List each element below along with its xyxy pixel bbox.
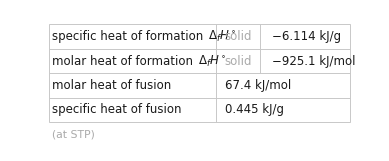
Text: $\Delta_f H^\circ$: $\Delta_f H^\circ$ [208,29,236,44]
Text: −6.114 kJ/g: −6.114 kJ/g [272,30,341,43]
Text: −925.1 kJ/mol: −925.1 kJ/mol [272,55,355,67]
Text: molar heat of formation: molar heat of formation [52,55,197,67]
Text: (at STP): (at STP) [52,130,95,140]
Text: solid: solid [224,30,252,43]
Text: 67.4 kJ/mol: 67.4 kJ/mol [225,79,291,92]
Text: $\Delta_f H^\circ$: $\Delta_f H^\circ$ [198,53,226,69]
Text: molar heat of fusion: molar heat of fusion [52,79,172,92]
Text: 0.445 kJ/g: 0.445 kJ/g [225,104,284,116]
Text: specific heat of fusion: specific heat of fusion [52,104,182,116]
Bar [49,24,350,122]
Text: specific heat of formation: specific heat of formation [52,30,207,43]
Text: solid: solid [224,55,252,67]
